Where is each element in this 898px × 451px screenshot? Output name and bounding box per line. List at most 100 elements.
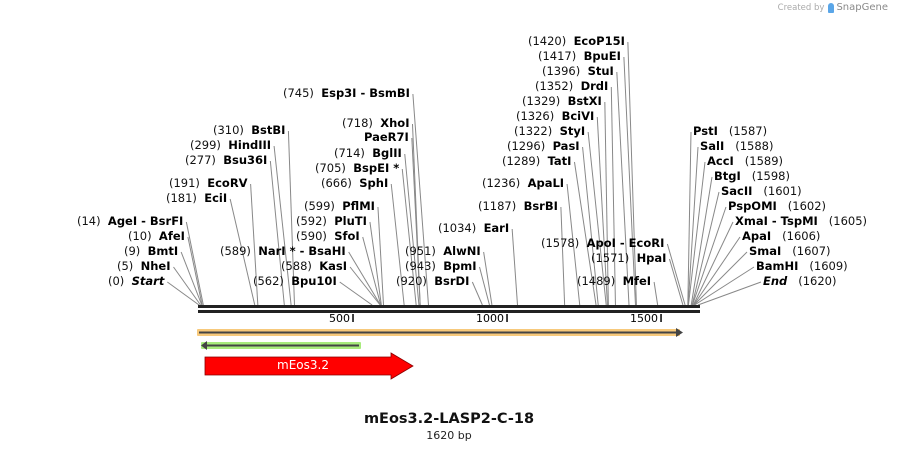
enzyme-name: SacII <box>721 184 753 198</box>
cut-site-label[interactable]: (1322) StyI <box>514 124 585 138</box>
cut-site-leader-line <box>610 86 616 306</box>
cut-site-label[interactable]: (181) EciI <box>166 191 227 205</box>
cut-site-label[interactable]: XmaI - TspMI (1605) <box>735 214 867 228</box>
orf-forward-arrow[interactable] <box>197 328 683 337</box>
cut-site-label[interactable]: (1352) DrdI <box>535 79 608 93</box>
cut-site-label[interactable]: (714) BglII <box>334 146 402 160</box>
cut-site-leader-line <box>691 206 727 306</box>
cut-site-label[interactable]: (1289) TatI <box>502 154 571 168</box>
enzyme-name: BpmI <box>443 259 477 273</box>
cut-site-position: (599) <box>304 199 335 213</box>
cut-site-label[interactable]: (705) BspEI * <box>315 161 399 175</box>
cut-site-leader-line <box>273 145 292 306</box>
cut-site-label[interactable]: (590) SfoI <box>296 229 360 243</box>
cut-site-leader-line <box>687 161 706 306</box>
cut-site-label[interactable]: PaeR7I <box>364 130 409 144</box>
cut-site-leader-line <box>687 146 699 306</box>
cut-site-position: (5) <box>117 259 134 273</box>
cut-site-label[interactable]: (1396) StuI <box>542 64 614 78</box>
cut-site-label[interactable]: (14) AgeI - BsrFI <box>77 214 183 228</box>
cut-site-leader-line <box>287 130 295 306</box>
cut-site-label[interactable]: (1417) BpuEI <box>538 49 621 63</box>
cut-site-leader-line <box>587 131 607 306</box>
reverse-primer-arrow[interactable] <box>201 341 361 350</box>
cut-site-label[interactable]: (10) AfeI <box>128 229 185 243</box>
cut-site-label[interactable]: (1326) BciVI <box>516 109 594 123</box>
cut-site-label[interactable]: (299) HindIII <box>190 138 271 152</box>
cut-site-label[interactable]: SmaI (1607) <box>749 244 831 258</box>
enzyme-name: HpaI <box>636 251 667 265</box>
cut-site-leader-line <box>596 116 608 306</box>
ruler-tick-label: 1500 <box>630 312 659 325</box>
snapgene-logo-icon <box>828 2 835 13</box>
enzyme-name: StuI <box>587 64 614 78</box>
cut-site-label[interactable]: (1571) HpaI <box>591 251 666 265</box>
cut-site-label[interactable]: BamHI (1609) <box>756 259 848 273</box>
enzyme-name: BciVI <box>561 109 595 123</box>
cut-site-leader-line <box>697 281 762 306</box>
cut-site-label[interactable]: (920) BsrDI <box>396 274 469 288</box>
map-length: 1620 bp <box>426 429 472 442</box>
cut-site-label[interactable]: (588) KasI <box>281 259 347 273</box>
cut-site-label[interactable]: (1296) PasI <box>507 139 580 153</box>
cut-site-label[interactable]: (599) PflMI <box>304 199 375 213</box>
cut-site-label[interactable]: ApaI (1606) <box>742 229 820 243</box>
cut-site-position: (1236) <box>482 176 521 190</box>
enzyme-name: BsrBI <box>523 199 558 213</box>
cut-site-label[interactable]: End (1620) <box>763 274 837 288</box>
enzyme-name: SalI <box>700 139 725 153</box>
cut-site-label[interactable]: (1329) BstXI <box>522 94 602 108</box>
cut-site-label[interactable]: (1187) BsrBI <box>478 199 558 213</box>
cut-site-label[interactable]: (9) BmtI <box>124 244 178 258</box>
cut-site-position: (592) <box>296 214 327 228</box>
cut-site-label[interactable]: AccI (1589) <box>707 154 783 168</box>
cut-site-label[interactable]: PspOMI (1602) <box>728 199 826 213</box>
cut-site-label[interactable]: BtgI (1598) <box>714 169 790 183</box>
cut-site-label[interactable]: PstI (1587) <box>693 124 767 138</box>
cut-site-label[interactable]: (5) NheI <box>117 259 171 273</box>
enzyme-name: BsrDI <box>434 274 470 288</box>
cut-site-position: (590) <box>296 229 327 243</box>
cut-site-position: (943) <box>405 259 436 273</box>
cut-site-label[interactable]: (562) Bpu10I <box>253 274 337 288</box>
cut-site-label[interactable]: (1489) MfeI <box>577 274 651 288</box>
cut-site-position: (1578) <box>541 236 580 250</box>
enzyme-name: EcoRV <box>207 176 248 190</box>
cut-site-position: (589) <box>220 244 251 258</box>
enzyme-name: SfoI <box>334 229 360 243</box>
cut-site-position: (705) <box>315 161 346 175</box>
cut-site-leader-line <box>694 266 755 306</box>
cut-site-position: (1605) <box>828 214 868 228</box>
cut-site-leader-line <box>369 221 382 306</box>
enzyme-name: BstXI <box>567 94 602 108</box>
cut-site-label[interactable]: (1578) ApoI - EcoRI <box>541 236 664 250</box>
enzyme-name: Bsu36I <box>223 153 268 167</box>
cut-site-position: (1289) <box>502 154 541 168</box>
cut-site-label[interactable]: (951) AlwNI <box>405 244 481 258</box>
cut-site-label[interactable]: SalI (1588) <box>700 139 773 153</box>
cut-site-leader-line <box>616 71 630 306</box>
cut-site-position: (1417) <box>538 49 577 63</box>
cut-site-label[interactable]: (718) XhoI <box>342 116 409 130</box>
cut-site-leader-line <box>666 243 686 306</box>
cut-site-label[interactable]: (1236) ApaLI <box>482 176 564 190</box>
cut-site-leader-line <box>401 168 417 306</box>
cut-site-leader-line <box>483 251 493 306</box>
cut-site-label[interactable]: (666) SphI <box>321 176 388 190</box>
cut-site-label[interactable]: (310) BstBI <box>213 123 285 137</box>
cut-site-label[interactable]: (943) BpmI <box>405 259 477 273</box>
cut-site-label[interactable]: (0) Start <box>108 274 164 288</box>
cut-site-label[interactable]: (191) EcoRV <box>169 176 248 190</box>
feature-meos3-2[interactable] <box>204 352 414 380</box>
cut-site-label[interactable]: (1420) EcoP15I <box>528 34 625 48</box>
cut-site-label[interactable]: (277) Bsu36I <box>185 153 267 167</box>
enzyme-name: SphI <box>359 176 389 190</box>
cut-site-label[interactable]: (589) NarI * - BsaHI <box>220 244 346 258</box>
cut-site-label[interactable]: (592) PluTI <box>296 214 367 228</box>
cut-site-label[interactable]: (1034) EarI <box>438 221 509 235</box>
cut-site-label[interactable]: SacII (1601) <box>721 184 802 198</box>
cut-site-position: (0) <box>108 274 125 288</box>
cut-site-label[interactable]: (745) Esp3I - BsmBI <box>283 86 410 100</box>
cut-site-leader-line <box>623 56 636 306</box>
